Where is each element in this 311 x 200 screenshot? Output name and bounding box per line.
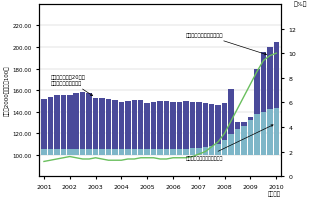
Bar xyxy=(254,69,260,114)
Bar xyxy=(190,148,195,155)
Bar xyxy=(80,93,86,150)
Y-axis label: 指数（2000年１月＝100）: 指数（2000年１月＝100） xyxy=(4,66,10,116)
Bar xyxy=(67,150,72,155)
Bar xyxy=(41,150,47,155)
Bar xyxy=(241,123,247,155)
Bar xyxy=(267,110,272,155)
Bar xyxy=(132,150,137,155)
X-axis label: （年月）: （年月） xyxy=(268,190,281,196)
Bar xyxy=(73,94,79,150)
Bar xyxy=(73,150,79,155)
Bar xyxy=(145,150,150,155)
Bar xyxy=(61,96,66,150)
Bar xyxy=(106,99,111,150)
Bar xyxy=(254,114,260,155)
Bar xyxy=(67,96,72,150)
Y-axis label: （%）: （%） xyxy=(293,2,307,7)
Bar xyxy=(202,147,208,155)
Bar xyxy=(119,102,124,150)
Bar xyxy=(274,42,279,109)
Bar xyxy=(183,101,189,150)
Bar xyxy=(125,150,131,155)
Bar xyxy=(261,112,266,155)
Bar xyxy=(99,98,105,150)
Bar xyxy=(48,150,53,155)
Bar xyxy=(177,150,182,155)
Bar xyxy=(86,150,92,155)
Bar xyxy=(138,100,143,150)
Bar xyxy=(164,150,169,155)
Bar xyxy=(119,150,124,155)
Bar xyxy=(183,150,189,155)
Bar xyxy=(222,140,227,155)
Bar xyxy=(216,106,221,144)
Bar xyxy=(112,150,118,155)
Bar xyxy=(209,105,215,146)
Bar xyxy=(170,150,176,155)
Bar xyxy=(112,100,118,150)
Bar xyxy=(261,53,266,112)
Bar xyxy=(41,99,47,150)
Bar xyxy=(228,90,234,135)
Bar xyxy=(222,103,227,140)
Bar xyxy=(54,150,60,155)
Bar xyxy=(235,123,240,129)
Text: ケース・シラー20都市
住宅価格指数（左軸）: ケース・シラー20都市 住宅価格指数（左軸） xyxy=(50,75,93,96)
Bar xyxy=(196,102,202,148)
Bar xyxy=(157,150,163,155)
Bar xyxy=(80,150,86,155)
Text: 住宅ローン差押え率（右軸）: 住宅ローン差押え率（右軸） xyxy=(186,125,273,160)
Bar xyxy=(93,98,98,150)
Bar xyxy=(157,101,163,150)
Bar xyxy=(61,150,66,155)
Text: 住宅ローン延滞率（右軸）: 住宅ローン延滞率（右軸） xyxy=(186,33,267,56)
Bar xyxy=(164,101,169,150)
Bar xyxy=(196,148,202,155)
Bar xyxy=(145,103,150,150)
Bar xyxy=(228,135,234,155)
Bar xyxy=(93,150,98,155)
Bar xyxy=(248,117,253,155)
Bar xyxy=(151,102,156,150)
Bar xyxy=(177,102,182,150)
Bar xyxy=(99,150,105,155)
Bar xyxy=(267,48,272,110)
Bar xyxy=(235,129,240,155)
Bar xyxy=(241,123,247,126)
Bar xyxy=(274,109,279,155)
Bar xyxy=(48,97,53,150)
Bar xyxy=(151,150,156,155)
Bar xyxy=(86,94,92,150)
Bar xyxy=(209,146,215,155)
Bar xyxy=(248,117,253,121)
Bar xyxy=(125,101,131,150)
Bar xyxy=(132,100,137,150)
Bar xyxy=(138,150,143,155)
Bar xyxy=(216,144,221,155)
Bar xyxy=(170,102,176,150)
Bar xyxy=(54,96,60,150)
Bar xyxy=(190,102,195,148)
Bar xyxy=(106,150,111,155)
Bar xyxy=(202,103,208,147)
